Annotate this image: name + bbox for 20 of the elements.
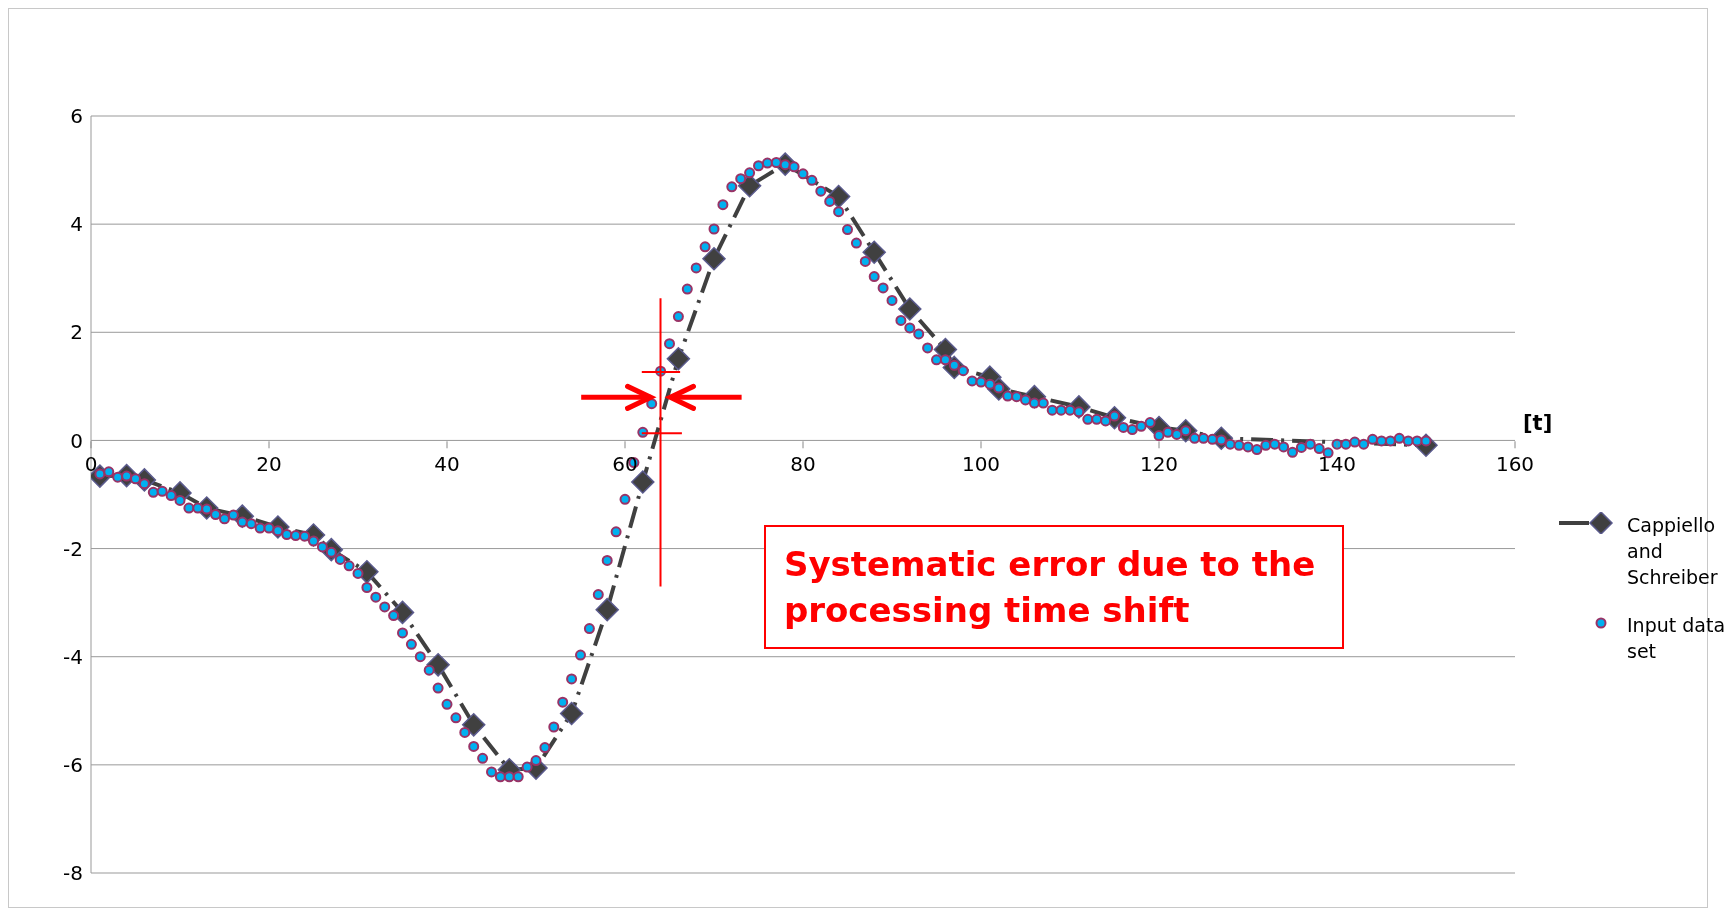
- y-tick-label: 0: [70, 428, 83, 453]
- x-tick-label: 120: [1139, 452, 1179, 477]
- legend-label: Cappiello and Schreiber: [1627, 512, 1719, 590]
- legend-label: Input data set: [1627, 612, 1725, 664]
- x-tick-label: 160: [1495, 452, 1535, 477]
- y-tick-label: 6: [70, 104, 83, 129]
- y-tick-label: 2: [70, 320, 83, 345]
- x-tick-label: 40: [434, 452, 460, 477]
- y-tick-label: -2: [63, 536, 83, 561]
- y-tick-label: -6: [63, 752, 83, 777]
- x-tick-label: 100: [961, 452, 1001, 477]
- y-tick-label: 4: [70, 212, 83, 237]
- x-tick-label: 60: [612, 452, 638, 477]
- annotation: Systematic error due to the processing time shift: [763, 525, 1344, 650]
- x-axis-title: [t]: [1523, 411, 1553, 436]
- x-tick-label: 80: [790, 452, 816, 477]
- y-tick-label: -8: [63, 861, 83, 886]
- x-tick-label: 20: [256, 452, 282, 477]
- y-tick-label: -4: [63, 644, 83, 669]
- x-tick-label: 140: [1317, 452, 1357, 477]
